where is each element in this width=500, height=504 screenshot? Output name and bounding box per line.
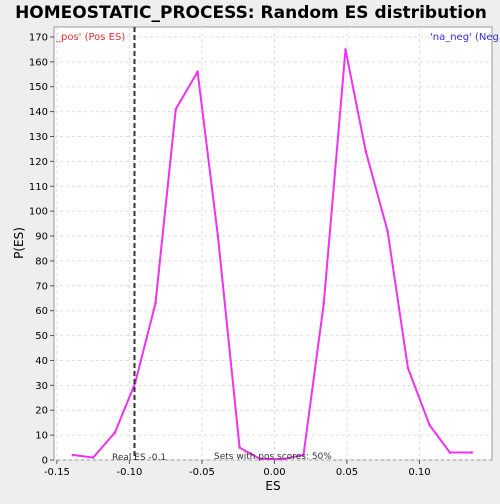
series-layer [71,48,473,461]
data-point [448,451,452,454]
y-tick-label: 80 [35,256,48,267]
y-tick-label: 170 [29,32,48,43]
y-tick-label: 20 [35,406,48,417]
y-tick-label: 160 [29,57,48,68]
x-tick-label: 0.00 [263,467,285,478]
data-point [238,446,241,449]
pos-scores-label: Sets with pos scores: 50% [214,452,332,462]
data-point [113,431,117,434]
data-point [258,457,262,461]
grid-lines [54,27,492,461]
data-point [322,301,326,305]
data-point [91,456,95,459]
data-point [71,453,75,457]
data-point [302,453,305,457]
series-line [72,48,472,461]
legend-pos-es: _pos' (Pos ES) [55,32,125,43]
legend-neg-es: 'na_neg' (Neg [430,32,499,43]
data-point [364,150,368,153]
x-tick-label: -0.10 [116,467,142,478]
chart-title: HOMEOSTATIC_PROCESS: Random ES distribut… [15,3,487,23]
plot-area [53,26,493,461]
y-tick-label: 100 [29,207,48,218]
real-es-label: Real ES -0.1 [112,453,166,463]
x-tick-label: 0.10 [408,467,430,478]
y-tick-label: 70 [35,281,48,292]
y-tick-label: 90 [35,232,48,243]
data-point [280,457,284,461]
y-tick-label: 150 [29,82,48,93]
y-axis-label: P(ES) [12,227,26,259]
data-point [196,70,199,74]
x-tick-label: -0.05 [189,467,215,478]
data-point [174,107,178,111]
data-point [470,451,473,454]
x-axis-label: ES [265,479,280,493]
data-point [154,301,157,305]
y-tick-label: 60 [35,306,48,317]
y-tick-label: 0 [42,456,48,467]
y-tick-label: 40 [35,356,48,367]
y-tick-label: 110 [29,182,48,193]
y-axis: 0 10 20 30 40 50 60 70 80 90 100 110 120 130 140 150 160… [29,32,54,467]
data-point [406,366,410,370]
x-tick-label: -0.15 [44,467,70,478]
y-tick-label: 30 [35,381,48,392]
y-tick-label: 120 [29,157,48,168]
y-tick-label: 50 [35,331,48,342]
data-point [216,234,220,238]
data-point [344,48,347,51]
y-tick-label: 10 [35,431,48,442]
x-axis: -0.15 -0.10 -0.05 0.00 0.05 0.10 [44,460,431,478]
data-point [386,229,389,233]
data-point [428,423,431,427]
y-tick-label: 130 [29,132,48,143]
x-tick-label: 0.05 [336,467,358,478]
y-tick-label: 140 [29,107,48,118]
